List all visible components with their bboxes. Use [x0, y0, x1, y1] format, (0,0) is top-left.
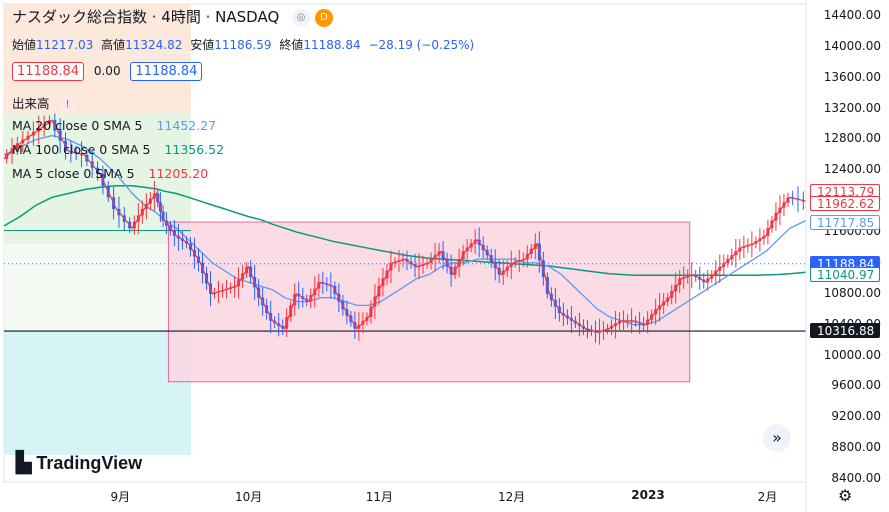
- chart-title-row: ナスダック総合指数 · 4時間 · NASDAQ ◎ D: [12, 6, 333, 27]
- settings-icon[interactable]: ⚙: [838, 486, 853, 505]
- ma20-label: MA 20 close 0 SMA 5: [12, 118, 143, 133]
- time-axis-label: 9月: [110, 490, 131, 504]
- price-axis-label: 10000.00: [823, 347, 881, 362]
- ohlc-readout: 始値11217.03 高値11324.82 安値11186.59 終値11188…: [12, 36, 478, 53]
- trade-boxes: 11188.84 0.00 11188.84: [12, 62, 203, 81]
- indicator-ma20[interactable]: MA 20 close 0 SMA 5 11452.27: [12, 118, 216, 133]
- time-axis-label: 2023: [631, 488, 665, 502]
- sell-price-box[interactable]: 11188.84: [12, 62, 85, 81]
- volume-label: 出来高: [12, 96, 50, 111]
- high-label: 高値: [101, 38, 126, 52]
- price-tag: 10316.88: [810, 323, 880, 339]
- price-axis-label: 9200.00: [831, 409, 881, 424]
- ma5-value: 11205.20: [148, 166, 209, 181]
- scroll-to-latest-button[interactable]: »: [763, 424, 791, 452]
- ma5-line: [3, 119, 807, 334]
- price-axis-label: 12800.00: [823, 131, 881, 146]
- indicator-ma5[interactable]: MA 5 close 0 SMA 5 11205.20: [12, 166, 208, 181]
- price-tag: 11040.97: [810, 267, 880, 283]
- time-axis-label: 10月: [234, 490, 263, 504]
- price-axis-label: 12400.00: [823, 162, 881, 177]
- time-axis-label: 2月: [757, 490, 778, 504]
- ma5-label: MA 5 close 0 SMA 5: [12, 166, 135, 181]
- alert-icon[interactable]: !: [59, 96, 76, 113]
- candle-body: [626, 320, 630, 323]
- ma100-label: MA 100 close 0 SMA 5: [12, 142, 151, 157]
- price-tag: 11962.62: [810, 196, 880, 212]
- close-value: 11188.84: [303, 38, 361, 52]
- price-tag: 11717.85: [810, 214, 880, 230]
- change-value: −28.19 (−0.25%): [368, 38, 475, 52]
- close-label: 終値: [279, 38, 304, 52]
- high-value: 11324.82: [125, 38, 183, 52]
- symbol-title[interactable]: ナスダック総合指数 · 4時間 · NASDAQ: [12, 8, 280, 26]
- open-label: 始値: [12, 38, 37, 52]
- neutral-zone: [4, 244, 191, 330]
- indicator-ma100[interactable]: MA 100 close 0 SMA 5 11356.52: [12, 142, 224, 157]
- open-value: 11217.03: [36, 38, 94, 52]
- buy-price-box[interactable]: 11188.84: [130, 62, 203, 81]
- low-value: 11186.59: [214, 38, 272, 52]
- price-axis-label: 10800.00: [823, 285, 881, 300]
- price-axis-label: 9600.00: [831, 378, 881, 393]
- tradingview-logo: ▙ TradingView: [16, 450, 142, 475]
- logo-text: TradingView: [36, 453, 143, 473]
- price-axis-label: 13600.00: [823, 69, 881, 84]
- ma20-value: 11452.27: [156, 118, 217, 133]
- eye-icon[interactable]: ◎: [292, 8, 311, 27]
- price-axis-label: 13200.00: [823, 100, 881, 115]
- spread-value: 0.00: [93, 64, 121, 78]
- cyan-zone: [4, 330, 191, 455]
- candle-body: [622, 320, 626, 323]
- time-axis-label: 12月: [498, 490, 526, 504]
- price-axis-label: 8800.00: [831, 440, 881, 455]
- low-label: 安値: [190, 38, 215, 52]
- top-left-shade: [4, 4, 191, 114]
- candle-body: [630, 320, 634, 323]
- price-axis-label: 14000.00: [823, 38, 881, 53]
- tv-logo-icon: ▙: [16, 452, 32, 474]
- ma100-value: 11356.52: [164, 142, 225, 157]
- ma100-line: [3, 185, 807, 277]
- range-box: [167, 221, 691, 383]
- delay-badge[interactable]: D: [314, 8, 333, 27]
- time-axis-label: 11月: [365, 490, 393, 504]
- price-axis-label: 8400.00: [831, 471, 881, 485]
- volume-legend[interactable]: 出来高 !: [12, 93, 76, 113]
- price-axis-label: 14400.00: [823, 8, 881, 22]
